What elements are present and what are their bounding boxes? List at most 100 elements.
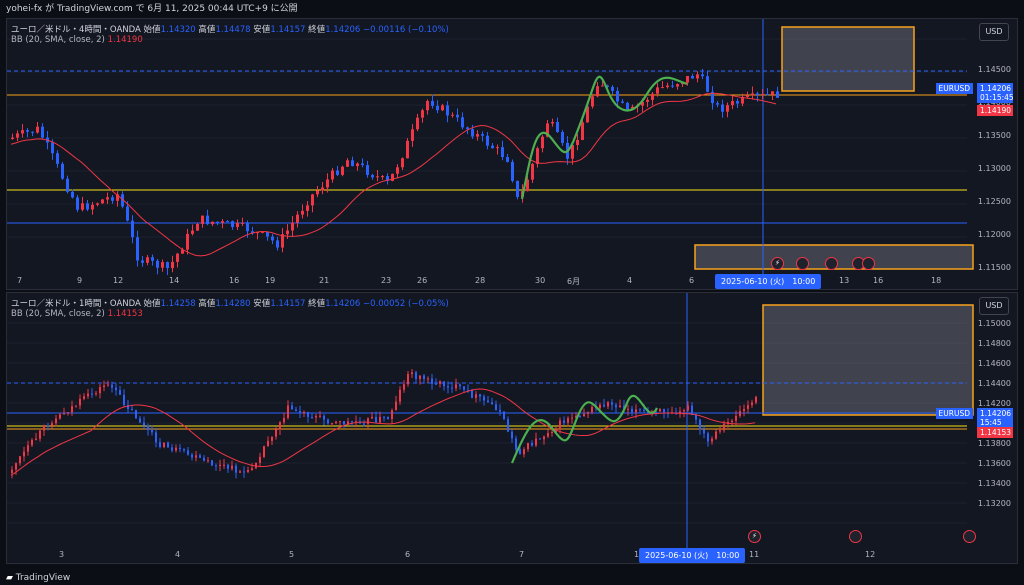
candle [516,180,519,197]
event-us-flag-icon[interactable] [796,257,809,270]
candle [403,384,405,390]
candle [267,440,269,447]
candle [419,375,421,379]
candle [515,438,517,450]
candle [167,442,169,448]
candle [301,210,304,215]
candle [23,451,25,457]
candle [475,394,477,398]
candle [431,101,434,106]
candle [356,163,359,167]
candle [191,230,194,234]
elliott-wave-drawing [510,394,658,464]
candle [703,429,705,434]
candle [203,457,205,461]
candle [671,85,674,87]
candle [431,378,433,384]
candle [326,179,329,188]
candle [186,233,189,250]
chart-pane-1h[interactable]: ユーロ／米ドル・1時間・OANDA 始値1.14258 高値1.14280 安値… [6,292,1018,564]
candle [187,450,189,455]
candle [47,425,49,427]
candle [279,422,281,430]
crosshair-time-label: 2025-06-10 (火) 10:00 [715,274,822,289]
candle [643,409,645,411]
symbol-tag: EURUSD [935,408,973,419]
candle [243,471,245,473]
candle [96,203,99,205]
candle [687,405,689,411]
candle [106,197,109,200]
candle [616,90,619,102]
price-tick: 1.14800 [977,339,1011,348]
candle [466,127,469,130]
event-us-flag-icon[interactable] [825,257,838,270]
candle [503,411,505,420]
candle [266,231,269,237]
candle [101,199,104,204]
tradingview-logo[interactable]: ▰ TradingView [6,573,71,583]
candle [39,430,41,439]
candle [66,178,69,192]
price-tick: 1.14400 [977,379,1011,388]
candle [676,84,679,87]
time-tick: 4 [175,550,181,559]
candle [239,471,241,473]
candle [391,173,394,181]
candle [571,417,573,419]
candle [156,260,159,268]
candle [596,86,599,97]
candle [507,419,509,432]
candle [383,416,385,418]
candle [506,157,509,162]
candle [211,221,214,225]
time-tick: 6 [689,276,695,285]
candle [487,400,489,403]
time-tick: 6 [405,550,411,559]
event-us-flag-icon[interactable] [849,530,862,543]
currency-button[interactable]: USD [979,23,1009,41]
candle [179,447,181,450]
candle [436,105,439,111]
candle [366,165,369,175]
bb-basis-line [10,388,756,476]
candle [747,405,749,409]
candle [103,385,105,388]
candle [31,131,34,133]
candle [361,163,364,166]
time-tick: 18 [931,276,942,285]
candle [631,408,633,413]
candle [61,163,64,179]
event-us-flag-icon[interactable] [862,257,875,270]
candle [336,170,339,175]
candle [406,140,409,159]
candle [451,387,453,389]
candle [576,139,579,146]
candle [91,204,94,210]
candle [147,425,149,431]
time-tick: 3 [59,550,65,559]
time-tick: 16 [229,276,240,285]
candle [95,393,97,395]
candle [319,415,321,417]
currency-button[interactable]: USD [979,297,1009,315]
chart-pane-4h[interactable]: ユーロ／米ドル・4時間・OANDA 始値1.14320 高値1.14478 安値… [6,18,1018,290]
candle [479,394,481,397]
candle [496,147,499,149]
candle [471,129,474,137]
candle [181,249,184,254]
candle [75,405,77,407]
candle [311,416,313,418]
event-lightning-icon[interactable]: ⚡ [748,530,761,543]
candle [746,95,749,97]
event-lightning-icon[interactable]: ⚡ [771,257,784,270]
candle [691,75,694,79]
event-us-flag-icon[interactable] [963,530,976,543]
candle [136,237,139,261]
bb-legend-4h[interactable]: BB (20, SMA, close, 2) 1.14190 [11,35,143,45]
time-tick: 5 [289,550,295,559]
bb-price-tag: 1.14153 [977,427,1013,438]
bb-legend-1h[interactable]: BB (20, SMA, close, 2) 1.14153 [11,309,143,319]
candle [699,419,701,430]
candle [55,418,57,424]
